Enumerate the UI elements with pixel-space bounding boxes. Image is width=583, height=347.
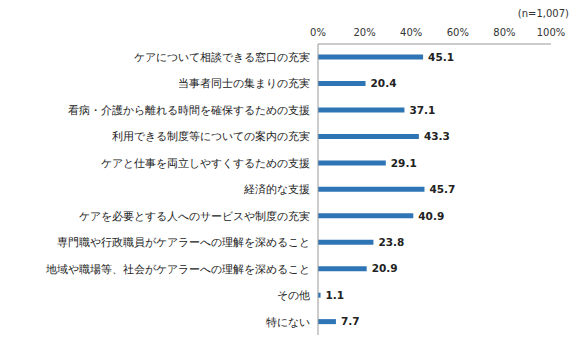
- svg-text:29.1: 29.1: [391, 157, 417, 169]
- svg-text:80%: 80%: [493, 27, 515, 38]
- svg-text:40.9: 40.9: [418, 210, 444, 222]
- svg-text:地域や職場等、社会がケアラーへの理解を深めること: 地域や職場等、社会がケアラーへの理解を深めること: [45, 263, 310, 275]
- svg-text:経済的な支援: 経済的な支援: [243, 183, 310, 195]
- svg-text:37.1: 37.1: [409, 104, 435, 116]
- svg-text:利用できる制度等についての案内の充実: 利用できる制度等についての案内の充実: [112, 130, 310, 142]
- svg-text:45.7: 45.7: [429, 183, 455, 195]
- svg-text:その他: その他: [277, 289, 310, 301]
- svg-text:1.1: 1.1: [326, 289, 345, 301]
- svg-text:専門職や行政職員がケアラーへの理解を深めること: 専門職や行政職員がケアラーへの理解を深めること: [57, 236, 310, 248]
- svg-text:特にない: 特にない: [266, 316, 310, 328]
- svg-text:ケアと仕事を両立しやすくするための支援: ケアと仕事を両立しやすくするための支援: [101, 157, 310, 170]
- svg-text:20.4: 20.4: [371, 77, 397, 89]
- svg-text:40%: 40%: [400, 27, 422, 38]
- svg-text:看病・介護から離れる時間を確保するための支援: 看病・介護から離れる時間を確保するための支援: [68, 104, 310, 117]
- svg-text:ケアを必要とする人へのサービスや制度の充実: ケアを必要とする人へのサービスや制度の充実: [79, 210, 310, 223]
- svg-text:7.7: 7.7: [341, 315, 360, 327]
- svg-text:23.8: 23.8: [378, 236, 404, 248]
- svg-text:20%: 20%: [353, 27, 375, 38]
- svg-text:43.3: 43.3: [424, 130, 450, 142]
- svg-text:100%: 100%: [537, 27, 566, 38]
- svg-text:0%: 0%: [310, 27, 326, 38]
- svg-text:45.1: 45.1: [428, 51, 454, 63]
- html-text:(n=1,007): (n=1,007): [517, 8, 569, 19]
- svg-text:ケアについて相談できる窓口の充実: ケアについて相談できる窓口の充実: [134, 51, 310, 63]
- svg-text:当事者同士の集まりの充実: 当事者同士の集まりの充実: [178, 77, 310, 89]
- svg-text:60%: 60%: [447, 27, 469, 38]
- svg-text:20.9: 20.9: [372, 262, 398, 274]
